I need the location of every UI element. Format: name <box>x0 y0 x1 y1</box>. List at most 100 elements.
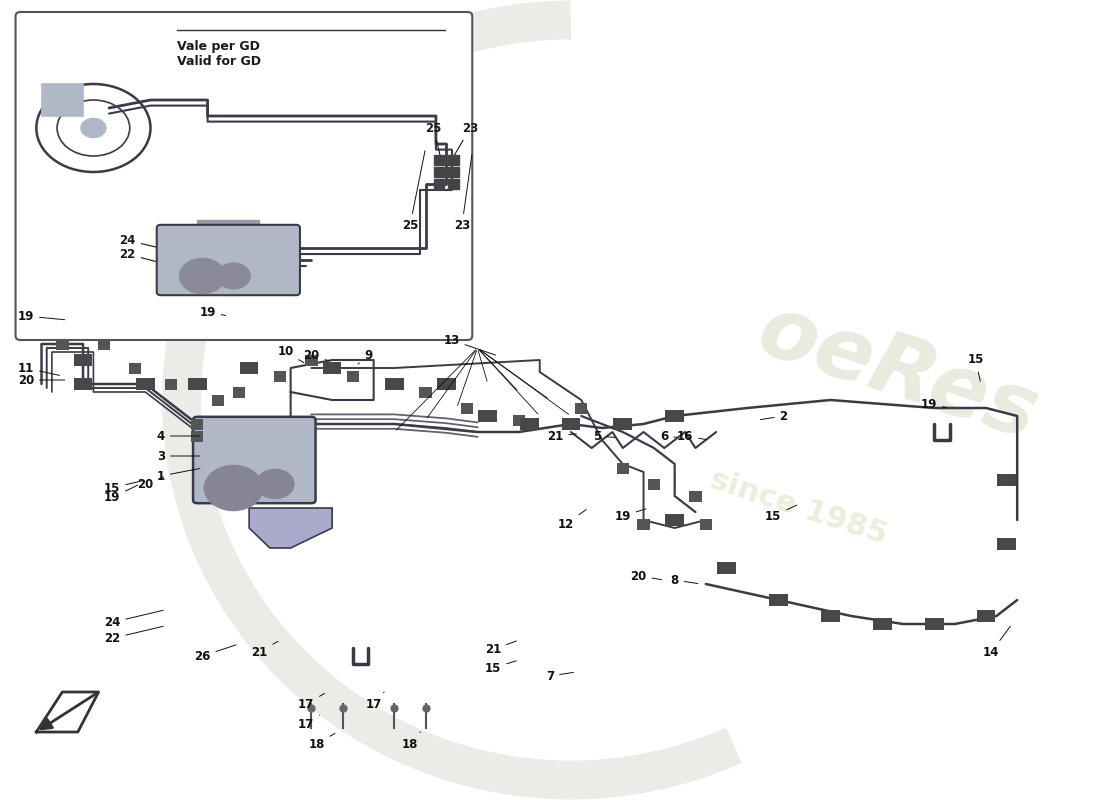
Text: 8: 8 <box>671 574 697 586</box>
Bar <box>165 379 177 390</box>
Bar <box>191 431 204 442</box>
Text: since 1985: since 1985 <box>706 466 891 550</box>
Text: 16: 16 <box>676 430 706 442</box>
Text: 11: 11 <box>18 362 59 375</box>
Text: 22: 22 <box>120 247 200 273</box>
Bar <box>614 418 632 430</box>
Text: 21: 21 <box>252 642 278 658</box>
Text: 17: 17 <box>298 715 319 730</box>
Text: 12: 12 <box>558 510 586 530</box>
Text: Vale per GD
Valid for GD: Vale per GD Valid for GD <box>177 40 261 68</box>
Bar <box>98 339 110 350</box>
Bar <box>637 519 650 530</box>
Text: 13: 13 <box>443 334 496 355</box>
Text: 18: 18 <box>308 734 334 750</box>
Text: 7: 7 <box>546 670 573 682</box>
Bar <box>561 418 580 430</box>
Bar <box>433 179 444 189</box>
Bar <box>74 354 92 366</box>
Bar <box>136 378 155 390</box>
Text: 4: 4 <box>157 430 199 442</box>
Text: 19: 19 <box>615 509 646 522</box>
Text: 9: 9 <box>359 350 373 364</box>
FancyBboxPatch shape <box>194 417 316 503</box>
Text: 20: 20 <box>138 477 164 490</box>
Bar <box>769 594 788 606</box>
FancyBboxPatch shape <box>156 225 300 295</box>
Text: 6: 6 <box>660 430 678 442</box>
Bar <box>977 610 996 622</box>
Bar <box>385 378 404 390</box>
Bar <box>322 362 341 374</box>
Text: 20: 20 <box>18 374 65 386</box>
Circle shape <box>205 466 263 510</box>
Circle shape <box>217 263 250 289</box>
Text: 20: 20 <box>304 350 330 362</box>
Text: 15: 15 <box>968 354 983 382</box>
Bar <box>998 538 1016 550</box>
Bar <box>700 519 712 530</box>
Bar <box>74 378 92 390</box>
Text: 19: 19 <box>103 486 138 504</box>
Bar <box>191 419 204 430</box>
Text: 15: 15 <box>766 505 796 522</box>
Text: 26: 26 <box>195 645 236 662</box>
Text: 14: 14 <box>983 626 1011 658</box>
Text: 19: 19 <box>18 310 65 322</box>
Text: 25: 25 <box>402 150 425 232</box>
Text: oeRes: oeRes <box>747 290 1048 458</box>
Circle shape <box>179 258 226 294</box>
Text: 17: 17 <box>365 692 384 710</box>
Text: 24: 24 <box>120 234 210 259</box>
Text: 21: 21 <box>547 430 576 442</box>
Bar <box>821 610 839 622</box>
Text: 24: 24 <box>103 610 164 629</box>
FancyBboxPatch shape <box>15 12 472 340</box>
Bar <box>188 378 207 390</box>
Bar <box>274 371 286 382</box>
Text: 22: 22 <box>104 626 164 645</box>
Polygon shape <box>249 508 332 548</box>
Bar <box>433 167 444 177</box>
Bar <box>873 618 892 630</box>
Circle shape <box>256 470 294 498</box>
Bar <box>197 220 260 272</box>
Text: 3: 3 <box>157 450 199 462</box>
Bar <box>717 562 736 574</box>
Text: 18: 18 <box>402 732 420 750</box>
Bar <box>305 355 318 366</box>
Bar <box>666 410 684 422</box>
Bar <box>419 387 432 398</box>
Bar <box>998 474 1016 486</box>
Bar <box>513 415 525 426</box>
Text: 17: 17 <box>298 694 324 710</box>
Text: 20: 20 <box>630 570 661 582</box>
Text: 19: 19 <box>199 306 226 318</box>
Text: 23: 23 <box>453 122 478 158</box>
Bar <box>211 395 224 406</box>
Bar <box>232 387 245 398</box>
Bar <box>449 167 459 177</box>
Bar <box>129 363 141 374</box>
Bar <box>616 463 629 474</box>
Bar <box>346 371 359 382</box>
Bar <box>520 418 539 430</box>
Bar <box>666 514 684 526</box>
Text: 21: 21 <box>485 641 516 656</box>
Bar <box>575 403 587 414</box>
Bar <box>449 155 459 165</box>
Bar <box>42 84 82 116</box>
Bar <box>433 155 444 165</box>
Bar <box>240 362 258 374</box>
Bar <box>56 339 68 350</box>
Text: 1: 1 <box>157 469 200 482</box>
Text: 15: 15 <box>485 661 516 674</box>
Circle shape <box>81 118 106 138</box>
Bar <box>690 491 702 502</box>
Bar <box>925 618 944 630</box>
Bar <box>461 403 473 414</box>
Text: 19: 19 <box>921 398 947 410</box>
Bar <box>437 378 455 390</box>
Bar <box>244 420 301 488</box>
Text: 5: 5 <box>593 430 615 442</box>
